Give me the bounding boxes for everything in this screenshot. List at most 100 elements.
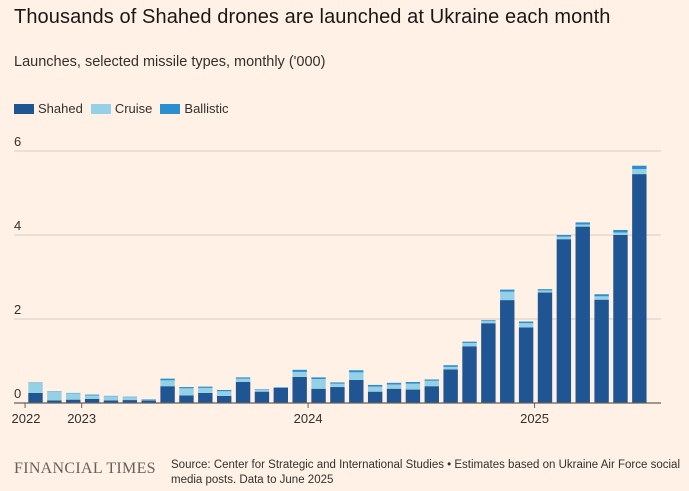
bar-cruise xyxy=(292,371,307,377)
bar-shahed xyxy=(556,239,572,403)
bar-shahed xyxy=(217,395,232,403)
bar-cruise xyxy=(424,380,439,387)
bar-shahed xyxy=(311,388,326,403)
bar-cruise xyxy=(632,169,647,175)
bar-ballistic xyxy=(613,229,628,233)
bar-ballistic xyxy=(462,341,477,343)
chart-title: Thousands of Shahed drones are launched … xyxy=(14,6,611,28)
bar-ballistic xyxy=(198,386,213,388)
bar-ballistic xyxy=(443,365,458,367)
x-tick-label: 2024 xyxy=(294,411,323,426)
legend-item-ballistic: Ballistic xyxy=(160,101,228,116)
bar-shahed xyxy=(424,386,439,403)
bar-ballistic xyxy=(386,382,402,385)
bar-ballistic xyxy=(405,382,421,384)
bar-cruise xyxy=(66,393,81,400)
y-tick-label: 2 xyxy=(14,302,21,317)
bar-cruise xyxy=(179,388,194,396)
bar-cruise xyxy=(367,386,383,392)
bar-cruise xyxy=(330,383,345,388)
bar-shahed xyxy=(28,392,43,403)
bar-shahed xyxy=(254,391,270,403)
bar-shahed xyxy=(575,226,590,403)
y-tick-label: 6 xyxy=(14,134,21,149)
bar-cruise xyxy=(103,396,119,401)
legend-swatch-ballistic xyxy=(160,103,181,114)
bar-cruise xyxy=(47,391,62,401)
bar-cruise xyxy=(217,391,232,396)
bar-shahed xyxy=(122,400,138,403)
bar-cruise xyxy=(254,389,270,392)
bar-ballistic xyxy=(537,289,553,291)
bar-shahed xyxy=(537,292,553,403)
bar-ballistic xyxy=(575,222,590,225)
bar-ballistic xyxy=(235,377,251,379)
bar-shahed xyxy=(405,389,421,403)
bar-cruise xyxy=(84,395,100,399)
bar-shahed xyxy=(198,392,213,403)
legend-swatch-shahed xyxy=(14,103,34,114)
legend-item-cruise: Cruise xyxy=(90,101,153,116)
x-tick-label: 2023 xyxy=(67,411,96,426)
bar-ballistic xyxy=(217,389,232,392)
bar-shahed xyxy=(386,388,402,403)
bar-shahed xyxy=(462,346,477,403)
bar-cruise xyxy=(594,296,609,300)
bar-shahed xyxy=(481,323,496,403)
bar-cruise xyxy=(575,224,590,227)
bar-shahed xyxy=(292,376,307,403)
bar-shahed xyxy=(367,391,383,403)
bar-cruise xyxy=(500,291,515,301)
bar-cruise xyxy=(349,372,364,380)
bar-ballistic xyxy=(424,379,439,381)
bar-shahed xyxy=(330,387,345,403)
bar-shahed xyxy=(66,399,81,403)
legend-item-shahed: Shahed xyxy=(14,101,83,116)
bar-shahed xyxy=(179,395,194,403)
bar-ballistic xyxy=(311,377,326,380)
bar-ballistic xyxy=(160,378,175,381)
source-note: Source: Center for Strategic and Interna… xyxy=(171,459,681,486)
bar-cruise xyxy=(481,321,496,324)
bar-shahed xyxy=(47,400,62,403)
bar-cruise xyxy=(160,380,175,387)
bar-shahed xyxy=(613,235,628,403)
bar-shahed xyxy=(235,382,251,403)
x-tick-label: 2025 xyxy=(520,411,549,426)
bar-ballistic xyxy=(556,235,572,237)
legend-label-cruise: Cruise xyxy=(114,101,153,116)
bar-shahed xyxy=(141,400,156,403)
legend: Shahed Cruise Ballistic xyxy=(14,101,228,116)
bar-ballistic xyxy=(367,384,383,387)
x-tick-label: 2022 xyxy=(12,411,41,426)
bar-cruise xyxy=(198,387,213,393)
bar-cruise xyxy=(405,383,421,390)
chart-subtitle: Launches, selected missile types, monthl… xyxy=(14,54,326,70)
bar-ballistic xyxy=(481,320,496,322)
bar-ballistic xyxy=(179,387,194,389)
bar-shahed xyxy=(518,327,534,403)
bar-shahed xyxy=(160,386,175,403)
bar-cruise xyxy=(518,323,534,328)
bar-cruise xyxy=(311,379,326,389)
ft-logo: FINANCIAL TIMES xyxy=(14,460,156,477)
bar-ballistic xyxy=(330,382,345,384)
bar-shahed xyxy=(443,369,458,403)
bar-shahed xyxy=(594,299,609,403)
bar-ballistic xyxy=(84,394,100,396)
bar-ballistic xyxy=(349,370,364,373)
bar-ballistic xyxy=(594,294,609,297)
y-tick-label: 0 xyxy=(14,386,21,401)
bar-ballistic xyxy=(292,369,307,372)
legend-swatch-cruise xyxy=(90,103,111,114)
bar-shahed xyxy=(349,379,364,403)
bar-cruise xyxy=(556,236,572,240)
bar-cruise xyxy=(443,366,458,370)
bar-cruise xyxy=(613,232,628,235)
bar-shahed xyxy=(632,174,647,403)
bar-cruise xyxy=(28,382,43,393)
bar-ballistic xyxy=(500,289,515,292)
bar-cruise xyxy=(122,397,138,401)
y-tick-label: 4 xyxy=(14,218,21,233)
